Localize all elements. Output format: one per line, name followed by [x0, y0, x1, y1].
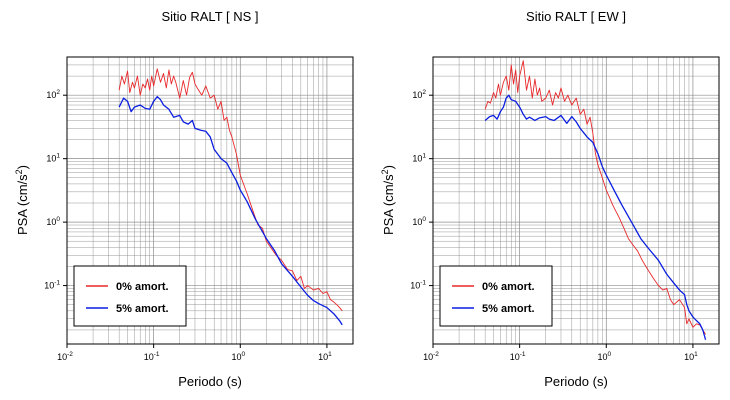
- grid: [66, 56, 354, 344]
- chart-title: Sitio RALT [ EW ]: [526, 9, 626, 24]
- y-tick-label: 100: [46, 216, 60, 227]
- chart-ns: Sitio RALT [ NS ] 10-2 10-1 100 10110-11001…: [14, 9, 354, 389]
- chart-title: Sitio RALT [ NS ]: [161, 9, 258, 24]
- x-tick-label: 100: [231, 351, 245, 362]
- series-line-0pct: [484, 60, 706, 335]
- y-axis-label: PSA (cm/s2): [380, 165, 396, 235]
- x-tick-label: 10-1: [510, 351, 526, 362]
- x-tick-label: 10-1: [144, 351, 160, 362]
- grid: [432, 56, 720, 344]
- tick-labels: 10-2 10-1 100 101 10-1 100 101 102: [410, 89, 698, 362]
- chart-ew: Sitio RALT [ EW ] 10-2 10-1 100 10110-11001…: [380, 9, 720, 389]
- x-tick-label: 101: [318, 351, 332, 362]
- x-tick-label: 10-2: [423, 351, 439, 362]
- legend-label-0pct: 0% amort.: [482, 281, 535, 293]
- x-axis-label: Periodo (s): [544, 374, 608, 389]
- y-tick-label: 10-1: [410, 280, 426, 291]
- legend: 0% amort. 5% amort.: [73, 265, 187, 327]
- x-axis-label: Periodo (s): [178, 374, 242, 389]
- series-group: [484, 60, 707, 340]
- y-tick-label: 102: [412, 89, 426, 100]
- series-line-5pct: [118, 95, 343, 326]
- series-group: [118, 68, 343, 326]
- plot-frame: [66, 56, 354, 345]
- series-line-0pct: [118, 68, 343, 312]
- legend-label-5pct: 5% amort.: [116, 303, 169, 315]
- legend-label-0pct: 0% amort.: [116, 281, 169, 293]
- y-tick-label: 101: [46, 153, 60, 164]
- plot-frame: [432, 56, 720, 345]
- y-tick-label: 100: [412, 216, 426, 227]
- x-tick-label: 100: [597, 351, 611, 362]
- tick-labels: 10-2 10-1 100 101 10-1 100 101 102: [44, 89, 332, 362]
- series-line-5pct: [484, 94, 707, 340]
- x-tick-label: 101: [684, 351, 698, 362]
- y-tick-label: 102: [46, 89, 60, 100]
- y-tick-label: 101: [412, 153, 426, 164]
- legend-box: [439, 265, 553, 327]
- y-tick-label: 10-1: [44, 280, 60, 291]
- x-tick-label: 10-2: [57, 351, 73, 362]
- legend-box: [73, 265, 187, 327]
- y-axis-label: PSA (cm/s2): [14, 165, 30, 235]
- legend: 0% amort. 5% amort.: [439, 265, 553, 327]
- legend-label-5pct: 5% amort.: [482, 303, 535, 315]
